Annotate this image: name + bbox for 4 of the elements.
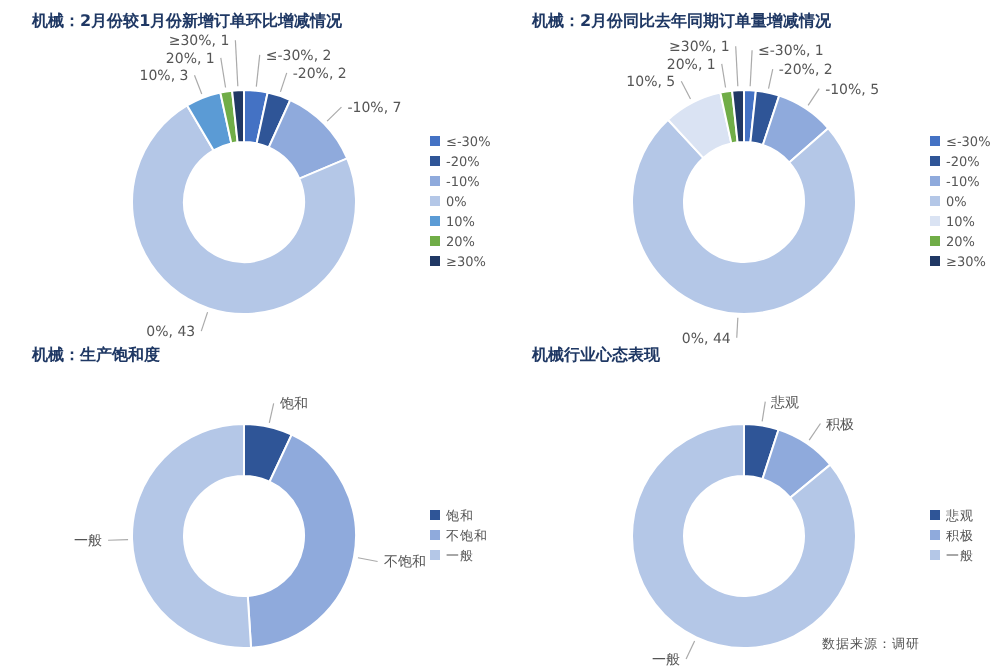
chart-title: 机械：2月份同比去年同期订单量增减情况: [530, 12, 834, 30]
chart-title: 机械行业心态表现: [530, 344, 662, 364]
chart-title: 机械：2月份较1月份新增订单环比增减情况: [30, 10, 345, 30]
chart-title: 机械：生产饱和度: [30, 344, 160, 364]
